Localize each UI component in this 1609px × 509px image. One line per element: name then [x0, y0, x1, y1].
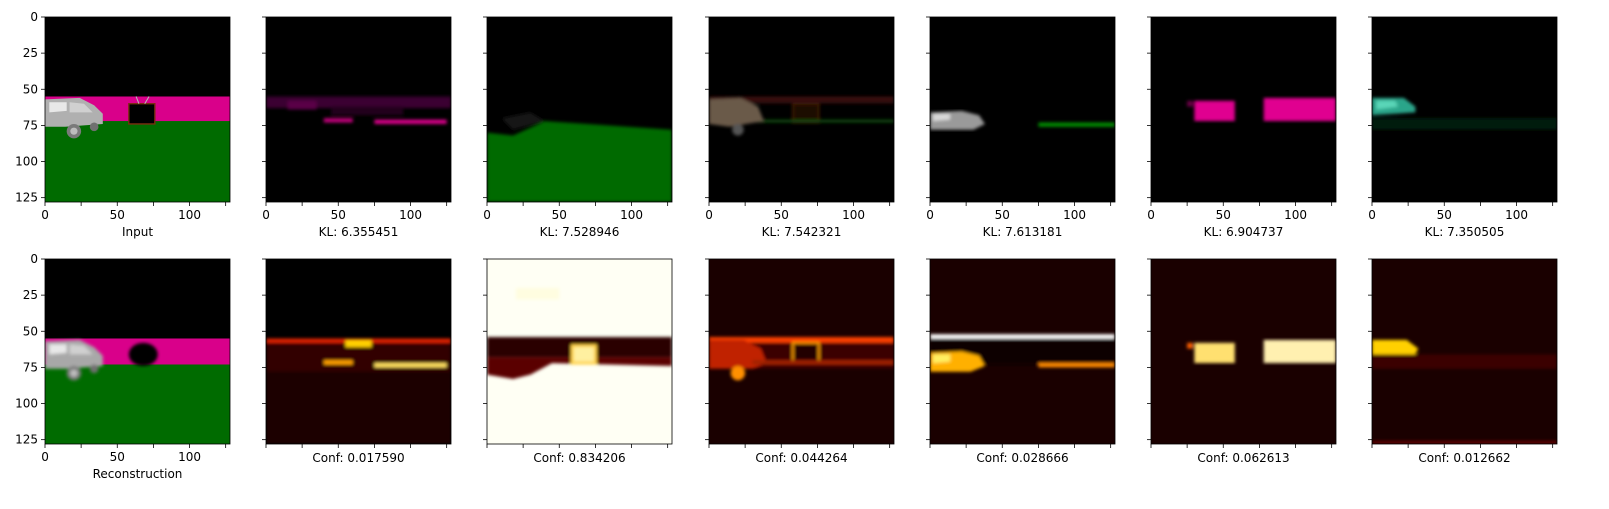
y-tick-label: 125	[15, 433, 38, 447]
panel-r0-c0: 0 0 25 50 50 75 100 100 125 Input	[15, 10, 231, 239]
y-tick-label: 75	[23, 360, 38, 374]
panel-r1-c3: Conf: 0.044264	[705, 258, 895, 465]
x-tick-label: 0	[705, 208, 713, 222]
y-tick-label: 50	[23, 82, 38, 96]
y-tick-label: 100	[15, 155, 38, 169]
panel-image-r1-c1	[266, 259, 451, 444]
panel-caption: Reconstruction	[93, 467, 183, 481]
panel-caption: Input	[122, 225, 153, 239]
axes-frame	[708, 258, 895, 445]
axes-frame	[1371, 258, 1558, 445]
panel-image-r1-c0	[45, 259, 230, 444]
axes-frame	[265, 16, 452, 203]
car-object	[45, 97, 103, 139]
x-tick-label: 100	[1284, 208, 1307, 222]
x-tick-label: 50	[1216, 208, 1231, 222]
panel-r1-c2: Conf: 0.834206	[483, 258, 673, 465]
x-tick-label: 50	[995, 208, 1010, 222]
axes-frame	[265, 258, 452, 445]
panel-image-r1-c2	[487, 259, 672, 444]
panel-image-r0-c4	[930, 17, 1115, 202]
panel-r1-c6: Conf: 0.012662	[1368, 258, 1558, 465]
panel-image-r0-c3	[709, 17, 894, 202]
x-tick-label: 0	[926, 208, 934, 222]
y-tick-label: 25	[23, 288, 38, 302]
panel-image-r0-c0	[45, 17, 230, 202]
x-tick-label: 0	[41, 208, 49, 222]
panel-caption: KL: 7.542321	[762, 225, 842, 239]
axes-frame	[929, 16, 1116, 203]
panel-caption: KL: 7.528946	[540, 225, 620, 239]
panel-r1-c5: Conf: 0.062613	[1147, 258, 1337, 465]
panel-caption: Conf: 0.044264	[755, 451, 847, 465]
axes-frame	[1371, 16, 1558, 203]
axes-frame	[44, 16, 231, 203]
axes-frame	[1150, 258, 1337, 445]
x-tick-label: 50	[331, 208, 346, 222]
x-tick-label: 100	[1505, 208, 1528, 222]
panel-image-r0-c5	[1151, 17, 1336, 202]
panel-r1-c0: 0 0 25 50 50 75 100 100 125 Reconstruction	[15, 252, 231, 481]
y-tick-label: 0	[30, 10, 38, 24]
panel-image-r1-c6	[1372, 259, 1557, 444]
panel-caption: KL: 6.355451	[319, 225, 399, 239]
panel-caption: KL: 7.613181	[983, 225, 1063, 239]
panel-caption: Conf: 0.062613	[1197, 451, 1289, 465]
panel-image-r0-c1	[266, 17, 451, 202]
x-tick-label: 100	[178, 208, 201, 222]
car-object	[45, 339, 103, 381]
axes-frame	[486, 16, 673, 203]
x-tick-label: 0	[1368, 208, 1376, 222]
x-tick-label: 50	[110, 208, 125, 222]
panel-image-r1-c4	[930, 259, 1115, 444]
panel-image-r0-c2	[487, 17, 672, 202]
panel-caption: Conf: 0.017590	[312, 451, 404, 465]
x-tick-label: 0	[483, 208, 491, 222]
x-tick-label: 0	[1147, 208, 1155, 222]
y-tick-label: 0	[30, 252, 38, 266]
panel-caption: Conf: 0.834206	[533, 451, 625, 465]
x-tick-label: 50	[552, 208, 567, 222]
panel-r1-c4: Conf: 0.028666	[926, 258, 1116, 465]
panel-r1-c1: Conf: 0.017590	[262, 258, 452, 465]
x-tick-label: 100	[178, 450, 201, 464]
axes-frame	[929, 258, 1116, 445]
x-tick-label: 100	[1063, 208, 1086, 222]
y-tick-label: 75	[23, 118, 38, 132]
axes-frame	[708, 16, 895, 203]
axes-frame	[1150, 16, 1337, 203]
y-tick-label: 25	[23, 46, 38, 60]
panel-caption: Conf: 0.028666	[976, 451, 1068, 465]
x-tick-label: 0	[262, 208, 270, 222]
panel-image-r1-c3	[709, 259, 894, 444]
y-tick-label: 100	[15, 397, 38, 411]
panel-image-r0-c6	[1372, 17, 1557, 202]
y-tick-label: 125	[15, 191, 38, 205]
x-tick-label: 0	[41, 450, 49, 464]
panel-image-r1-c5	[1151, 259, 1336, 444]
panel-caption: KL: 7.350505	[1425, 225, 1505, 239]
axes-frame	[486, 258, 673, 445]
y-tick-label: 50	[23, 324, 38, 338]
panel-caption: Conf: 0.012662	[1418, 451, 1510, 465]
axes-frame	[44, 258, 231, 445]
panel-caption: KL: 6.904737	[1204, 225, 1284, 239]
x-tick-label: 50	[110, 450, 125, 464]
x-tick-label: 100	[620, 208, 643, 222]
x-tick-label: 100	[399, 208, 422, 222]
x-tick-label: 50	[1437, 208, 1452, 222]
x-tick-label: 100	[842, 208, 865, 222]
x-tick-label: 50	[774, 208, 789, 222]
